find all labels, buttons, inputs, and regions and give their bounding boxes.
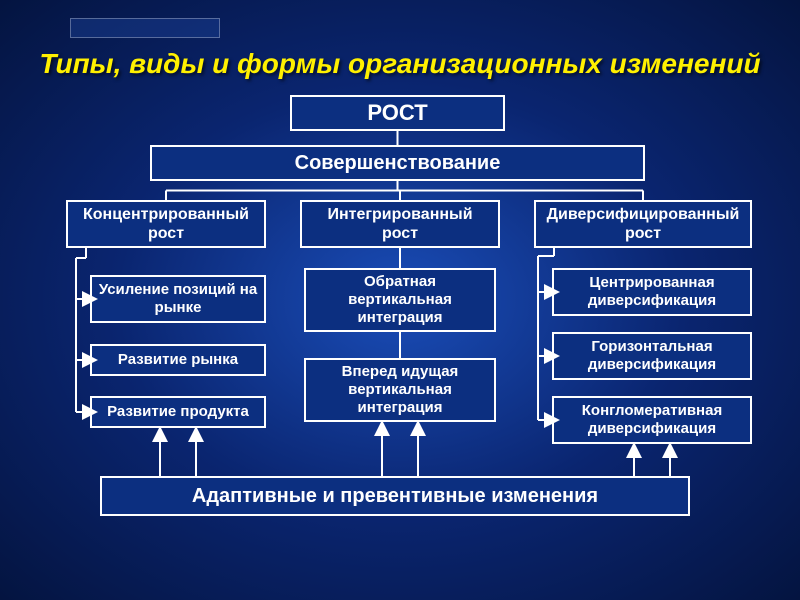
node-c2: Горизонтальная диверсификация: [552, 332, 752, 380]
node-a3: Развитие продукта: [90, 396, 266, 428]
node-root: РОСТ: [290, 95, 505, 131]
node-improve: Совершенствование: [150, 145, 645, 181]
node-a1: Усиление позиций на рынке: [90, 275, 266, 323]
node-col-b: Интегрированный рост: [300, 200, 500, 248]
node-bottom: Адаптивные и превентивные изменения: [100, 476, 690, 516]
node-c3: Конгломеративная диверсификация: [552, 396, 752, 444]
node-b2: Вперед идущая вертикальная интеграция: [304, 358, 496, 422]
page-title: Типы, виды и формы организационных измен…: [39, 48, 760, 80]
node-col-c: Диверсифицированный рост: [534, 200, 752, 248]
node-b1: Обратная вертикальная интеграция: [304, 268, 496, 332]
header-divider: [70, 18, 220, 38]
node-c1: Центрированная диверсификация: [552, 268, 752, 316]
node-col-a: Концентрированный рост: [66, 200, 266, 248]
node-a2: Развитие рынка: [90, 344, 266, 376]
